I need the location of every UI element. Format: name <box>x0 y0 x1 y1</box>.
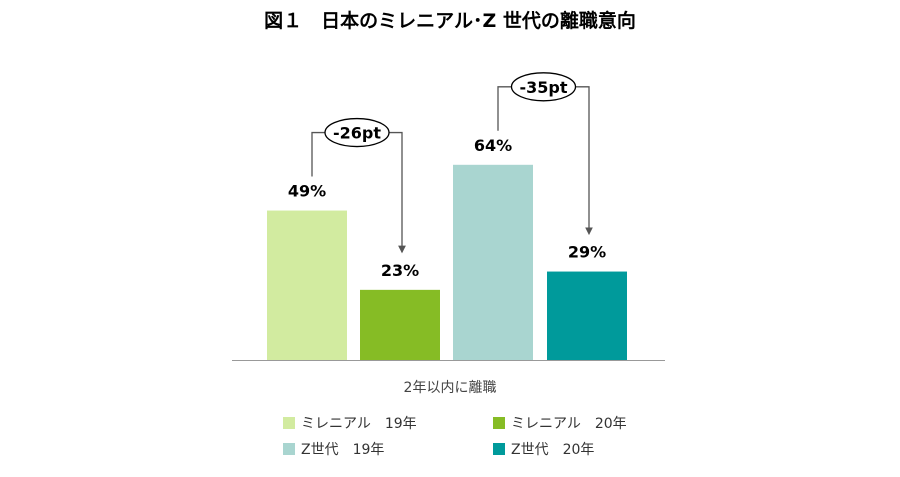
legend-item: ミレニアル 20年 <box>493 414 643 432</box>
legend: ミレニアル 19年 ミレニアル 20年 Z世代 19年 Z世代 20年 <box>283 414 643 458</box>
legend-item: Z世代 19年 <box>283 440 493 458</box>
legend-label: Z世代 20年 <box>511 442 595 458</box>
legend-swatch <box>493 417 505 429</box>
legend-label: ミレニアル 20年 <box>511 416 627 432</box>
legend-swatch <box>493 443 505 455</box>
bar <box>453 164 533 360</box>
difference-label: -35pt <box>519 78 567 97</box>
data-label: 29% <box>568 243 606 262</box>
difference-badge <box>324 117 390 148</box>
data-label: 49% <box>288 182 326 201</box>
legend-swatch <box>283 417 295 429</box>
data-label: 23% <box>381 261 419 280</box>
legend-swatch <box>283 443 295 455</box>
legend-label: Z世代 19年 <box>301 442 385 458</box>
legend-item: ミレニアル 19年 <box>283 414 493 432</box>
difference-badge <box>510 72 577 102</box>
difference-label: -26pt <box>333 124 381 143</box>
x-axis-label: 2年以内に離職 <box>404 379 497 396</box>
legend-item: Z世代 20年 <box>493 440 643 458</box>
bar <box>547 271 627 360</box>
bar <box>360 289 440 360</box>
bar <box>267 210 347 360</box>
legend-label: ミレニアル 19年 <box>301 416 417 432</box>
data-label: 64% <box>474 136 512 155</box>
chart-title: 図１ 日本のミレニアル･Z 世代の離職意向 <box>264 9 636 32</box>
